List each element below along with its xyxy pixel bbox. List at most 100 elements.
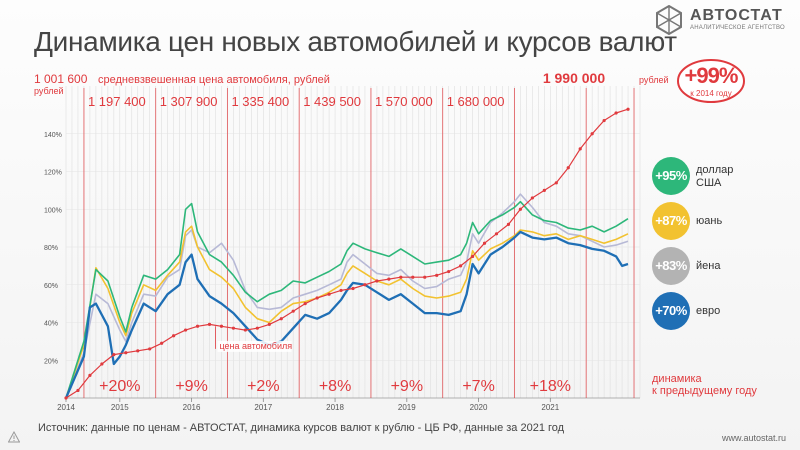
price-point (291, 309, 295, 313)
price-point (112, 352, 116, 357)
y-tick-label: 20% (44, 358, 58, 365)
year-price-label: 1 335 400 (231, 94, 289, 109)
dynamics-caption-line-1: динамика (652, 373, 702, 385)
price-point (590, 132, 594, 136)
logo: АВТОСТАТ АНАЛИТИЧЕСКОЕ АГЕНТСТВО (654, 4, 794, 36)
price-point (195, 324, 200, 328)
eur-badge: +70% (652, 292, 690, 330)
price-point (136, 349, 140, 353)
total-change-caption: к 2014 году (690, 89, 732, 98)
price-point (459, 264, 463, 268)
y-tick-label: 140% (44, 132, 62, 139)
price-point (554, 181, 558, 185)
dynamics-caption: динамика к предыдущему году (652, 373, 757, 397)
price-point (172, 334, 176, 338)
end-price-unit: рублей (639, 75, 669, 85)
price-point (566, 166, 570, 170)
price-point (363, 283, 367, 287)
x-tick-label: 2016 (183, 403, 201, 412)
price-point (303, 302, 307, 306)
year-change-label: +8% (319, 378, 351, 395)
price-point (88, 373, 92, 377)
jpy-label: йена (696, 260, 721, 272)
year-change-label: +9% (391, 378, 423, 395)
start-price-unit: рублей (34, 86, 64, 96)
price-point (470, 254, 475, 259)
usd-badge: +95% (652, 157, 690, 195)
price-series-caption: средневзвешенная цена автомобиля, рублей (98, 74, 330, 86)
x-tick-label: 2019 (398, 403, 416, 412)
price-point (64, 396, 68, 400)
logo-tagline: АНАЛИТИЧЕСКОЕ АГЕНТСТВО (690, 25, 785, 31)
site-url[interactable]: www.autostat.ru (721, 433, 786, 443)
price-point (423, 275, 427, 279)
warning-icon (8, 431, 20, 443)
year-change-label: +9% (175, 378, 207, 395)
price-point (542, 188, 546, 192)
price-point (327, 292, 331, 296)
start-price-value: 1 001 600 (34, 72, 88, 86)
price-point (339, 288, 343, 293)
eur-label: евро (696, 305, 721, 317)
jpy-badge: +83% (652, 247, 690, 285)
usd-label-line-2: США (696, 177, 722, 189)
price-point (76, 388, 80, 393)
hexagon-logo-icon (656, 5, 682, 35)
price-line-label: цена автомобиля (219, 341, 292, 351)
price-point (231, 326, 236, 330)
price-point (626, 107, 630, 111)
price-point (183, 328, 188, 332)
cny-badge: +87% (652, 202, 690, 240)
usd-label-line-1: доллар (696, 164, 734, 176)
series-line-jpy (65, 193, 629, 399)
year-change-label: +18% (530, 378, 571, 395)
price-point (435, 273, 439, 277)
year-change-label: +20% (99, 378, 140, 395)
price-point (375, 279, 379, 283)
y-tick-label: 100% (44, 207, 62, 214)
year-price-label: 1 197 400 (88, 94, 146, 109)
price-point (614, 111, 618, 115)
price-point (447, 269, 451, 274)
y-tick-label: 80% (44, 245, 58, 252)
x-tick-label: 2014 (57, 403, 75, 412)
end-price-value: 1 990 000 (543, 70, 605, 86)
year-change-label: +7% (462, 378, 494, 395)
price-point (267, 322, 271, 326)
price-point (315, 296, 319, 300)
price-point (219, 324, 224, 328)
price-point (482, 241, 487, 245)
price-point (351, 286, 355, 291)
year-price-label: 1 570 000 (375, 94, 433, 109)
price-point (207, 322, 212, 326)
price-point (100, 362, 104, 366)
series-line-eur (64, 230, 629, 399)
total-change-value: +99% (684, 63, 739, 88)
price-point (279, 317, 283, 321)
price-point (148, 347, 152, 351)
dynamics-caption-line-2: к предыдущему году (652, 385, 757, 397)
year-price-label: 1 307 900 (160, 94, 218, 109)
source-note: Источник: данные по ценам - АВТОСТАТ, ди… (38, 422, 565, 434)
series-line-price (65, 108, 629, 399)
year-change-label: +2% (247, 378, 279, 395)
x-tick-label: 2020 (470, 403, 488, 412)
price-point (530, 196, 534, 200)
highlight-ring-icon (677, 59, 745, 103)
x-tick-label: 2017 (254, 403, 272, 412)
y-tick-label: 60% (44, 283, 58, 290)
x-tick-label: 2015 (111, 403, 129, 412)
series-line-cny (65, 225, 629, 399)
price-point (243, 328, 247, 332)
logo-name: АВТОСТАТ (690, 7, 783, 24)
total-change-highlight: +99% к 2014 году (676, 58, 746, 104)
page-title: Динамика цен новых автомобилей и курсов … (34, 26, 677, 57)
price-point (506, 222, 511, 226)
price-point (494, 232, 499, 236)
x-tick-label: 2018 (326, 403, 344, 412)
price-point (518, 207, 523, 211)
cny-label: юань (696, 215, 723, 227)
month-gridlines (65, 86, 641, 398)
